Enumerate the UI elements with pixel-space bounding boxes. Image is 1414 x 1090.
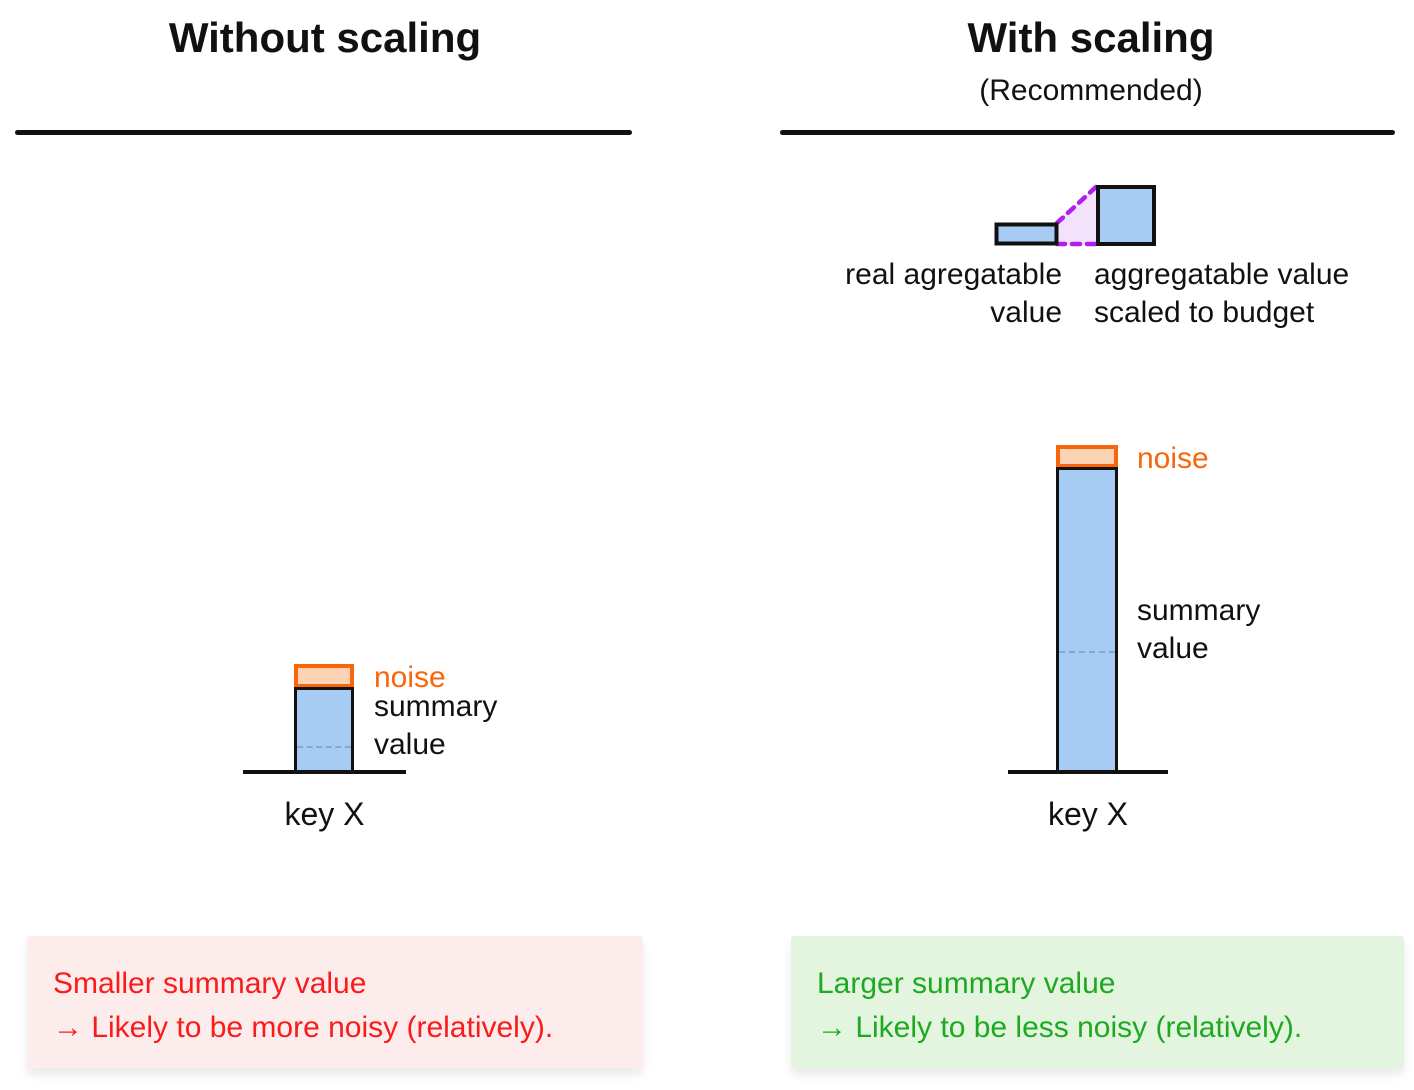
right-panel-subtitle: (Recommended) (979, 74, 1203, 107)
left-axis-line (243, 770, 406, 774)
scaling-illustration (994, 183, 1156, 247)
left-panel-divider-line (15, 130, 632, 135)
real-value-label-line1: real agregatable (845, 258, 1062, 291)
right-summary-bar (1056, 467, 1118, 773)
right-noise-label: noise (1137, 442, 1209, 475)
real-value-bar (994, 222, 1059, 246)
right-panel-title: With scaling (967, 14, 1215, 61)
scaled-value-label-line1: aggregatable value (1094, 258, 1350, 291)
left-callout-line1: Smaller summary value (53, 967, 367, 1000)
left-callout-box: Smaller summary value → Likely to be mor… (27, 936, 643, 1068)
left-summary-label-line2: value (374, 728, 446, 761)
right-bar-divider (1059, 651, 1115, 653)
scaled-value-square (1096, 185, 1156, 246)
right-axis-line (1008, 770, 1168, 774)
left-noise-label: noise (374, 661, 446, 694)
scaled-value-label-line2: scaled to budget (1094, 296, 1315, 329)
right-callout-line1: Larger summary value (817, 967, 1116, 1000)
left-callout-line2: → Likely to be more noisy (relatively). (53, 1011, 554, 1044)
right-callout-line2: → Likely to be less noisy (relatively). (817, 1011, 1303, 1044)
scaling-dashed-hypotenuse (1054, 183, 1100, 226)
right-panel-divider-line (780, 130, 1395, 135)
left-summary-label: summary value (374, 688, 497, 764)
right-summary-label-line2: value (1137, 632, 1209, 665)
scaled-value-label: aggregatable value scaled to budget (1094, 256, 1394, 332)
left-bar-divider (297, 746, 351, 748)
right-noise-rect (1056, 445, 1118, 468)
left-noise-rect (294, 664, 354, 688)
left-summary-bar (294, 687, 354, 773)
real-value-label-line2: value (990, 296, 1062, 329)
left-axis-key-label: key X (284, 796, 365, 832)
left-summary-label-line1: summary (374, 690, 498, 723)
right-summary-label: summary value (1137, 592, 1260, 668)
left-panel-title: Without scaling (168, 14, 482, 61)
right-callout-box: Larger summary value → Likely to be less… (791, 936, 1404, 1068)
real-value-label: real agregatable value (810, 256, 1062, 332)
right-axis-key-label: key X (1047, 796, 1129, 832)
right-summary-label-line1: summary (1137, 594, 1261, 627)
scaling-trapezoid-shape (1057, 186, 1097, 244)
